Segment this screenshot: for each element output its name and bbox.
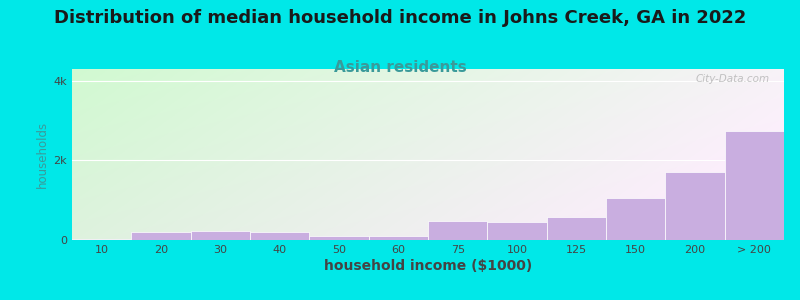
Bar [250, 232, 310, 240]
Text: Asian residents: Asian residents [334, 60, 466, 75]
Bar [606, 198, 666, 240]
X-axis label: household income ($1000): household income ($1000) [324, 259, 532, 273]
Bar [546, 217, 606, 240]
Y-axis label: households: households [36, 121, 50, 188]
Bar [310, 236, 369, 240]
Bar [666, 172, 725, 240]
Text: Distribution of median household income in Johns Creek, GA in 2022: Distribution of median household income … [54, 9, 746, 27]
Bar [369, 236, 428, 240]
Bar [487, 222, 546, 240]
Bar [131, 232, 190, 240]
Bar [725, 130, 784, 240]
Bar [72, 239, 131, 240]
Text: City-Data.com: City-Data.com [696, 74, 770, 84]
Bar [190, 231, 250, 240]
Bar [428, 221, 487, 240]
